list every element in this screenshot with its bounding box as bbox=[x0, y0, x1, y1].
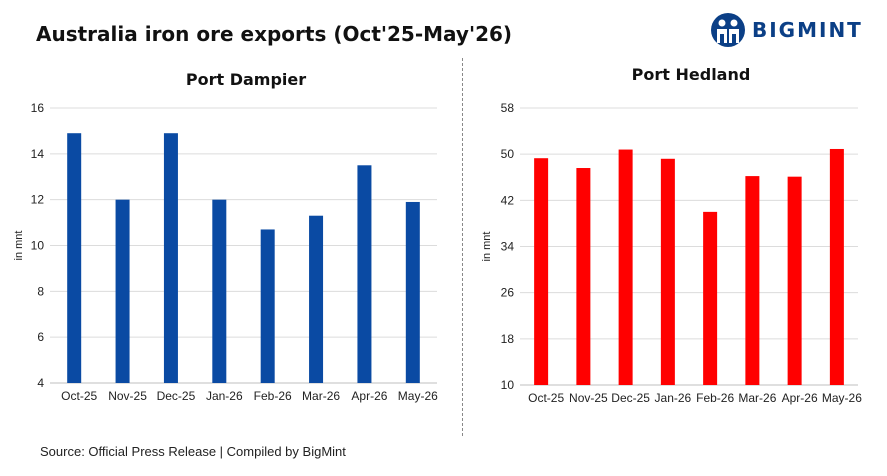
y-axis-label: in mnt bbox=[13, 231, 25, 261]
y-tick-label: 12 bbox=[31, 193, 45, 207]
x-tick-label: Mar-26 bbox=[302, 389, 340, 403]
x-tick-label: Apr-26 bbox=[351, 389, 387, 403]
logo-text: BIGMINT bbox=[752, 18, 863, 42]
y-tick-label: 18 bbox=[501, 332, 515, 346]
y-tick-label: 58 bbox=[501, 101, 515, 115]
y-tick-label: 4 bbox=[37, 376, 44, 390]
x-tick-label: Nov-25 bbox=[108, 389, 147, 403]
y-tick-label: 8 bbox=[37, 284, 44, 298]
x-tick-label: Feb-26 bbox=[254, 389, 292, 403]
source-note: Source: Official Press Release | Compile… bbox=[40, 444, 346, 459]
bar-oct-25 bbox=[534, 158, 549, 385]
x-tick-label: Mar-26 bbox=[738, 391, 776, 405]
bar-jan-26 bbox=[212, 199, 227, 383]
bar-mar-26 bbox=[745, 176, 760, 385]
x-tick-label: Jan-26 bbox=[206, 389, 243, 403]
x-tick-label: Nov-25 bbox=[569, 391, 608, 405]
y-tick-label: 14 bbox=[31, 147, 45, 161]
bar-may-26 bbox=[405, 201, 420, 383]
bar-dec-25 bbox=[163, 133, 178, 383]
x-tick-label: May-26 bbox=[398, 389, 438, 403]
bar-feb-26 bbox=[260, 229, 275, 383]
chart-title: Port Dampier bbox=[186, 70, 306, 89]
bar-dec-25 bbox=[618, 149, 633, 385]
y-tick-label: 10 bbox=[31, 239, 45, 253]
y-tick-label: 10 bbox=[501, 378, 515, 392]
chart-divider bbox=[462, 58, 463, 436]
y-tick-label: 34 bbox=[501, 240, 515, 254]
bigmint-logo: BIGMINT bbox=[708, 10, 878, 50]
bar-nov-25 bbox=[115, 199, 130, 383]
y-axis-label: in mnt bbox=[481, 232, 493, 262]
x-tick-label: Jan-26 bbox=[655, 391, 692, 405]
x-tick-label: Feb-26 bbox=[696, 391, 734, 405]
x-tick-label: Oct-25 bbox=[528, 391, 564, 405]
logo-icon bbox=[711, 13, 745, 47]
bar-apr-26 bbox=[357, 165, 372, 383]
bar-nov-25 bbox=[576, 168, 591, 385]
bar-mar-26 bbox=[309, 215, 324, 383]
x-tick-label: May-26 bbox=[822, 391, 862, 405]
chart-port-hedland: Port Hedland 10 18 26 34 42 50 58 in mnt Oct-25 No… bbox=[481, 65, 862, 405]
x-tick-label: Apr-26 bbox=[782, 391, 818, 405]
bar-jan-26 bbox=[660, 158, 675, 385]
bar-apr-26 bbox=[787, 176, 802, 385]
bar-oct-25 bbox=[67, 133, 82, 383]
bar-feb-26 bbox=[703, 211, 718, 385]
bar-may-26 bbox=[829, 148, 844, 385]
x-tick-label: Dec-25 bbox=[157, 389, 196, 403]
y-tick-label: 16 bbox=[31, 101, 45, 115]
y-tick-label: 6 bbox=[37, 330, 44, 344]
x-tick-label: Oct-25 bbox=[61, 389, 97, 403]
x-tick-label: Dec-25 bbox=[611, 391, 650, 405]
chart-title: Port Hedland bbox=[632, 65, 751, 84]
y-tick-label: 50 bbox=[501, 147, 515, 161]
y-tick-label: 42 bbox=[501, 193, 515, 207]
y-tick-label: 26 bbox=[501, 286, 515, 300]
page-title: Australia iron ore exports (Oct'25-May'2… bbox=[36, 22, 513, 46]
chart-port-dampier: Port Dampier 4 6 8 10 12 14 16 in mnt Oct-25 Nov-2… bbox=[13, 70, 438, 403]
